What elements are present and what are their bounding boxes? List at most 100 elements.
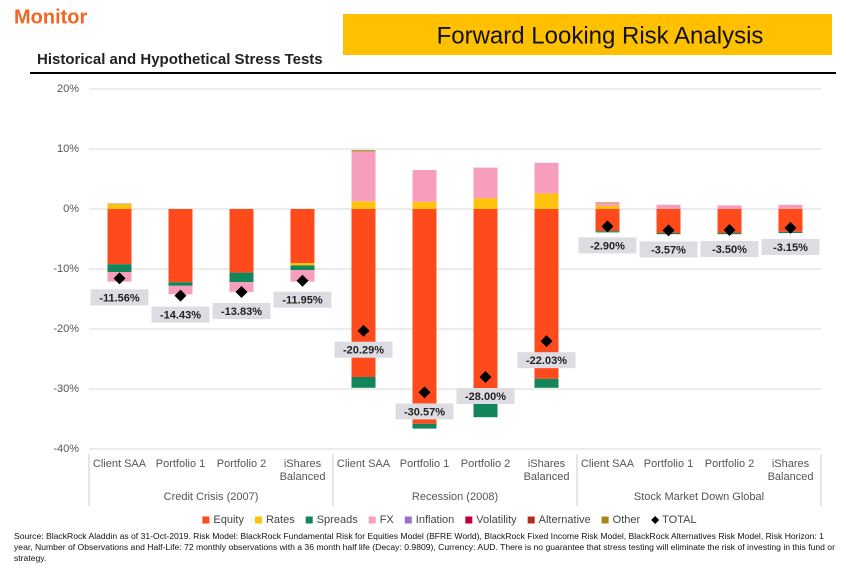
total-marker xyxy=(296,274,309,287)
data-label-bg xyxy=(334,341,393,358)
y-tick-label: 20% xyxy=(57,83,79,95)
bar-segment xyxy=(473,167,498,199)
bar-segment xyxy=(229,209,254,273)
bar-segment xyxy=(229,272,254,283)
x-tick-label: Client SAA xyxy=(336,458,391,470)
bar-segment xyxy=(534,193,559,209)
bar-segment xyxy=(290,209,315,263)
y-tick-label: 10% xyxy=(57,143,79,155)
legend-label: Alternative xyxy=(539,514,591,526)
total-marker xyxy=(540,335,553,348)
total-marker xyxy=(113,272,126,285)
data-label: -11.56% xyxy=(99,292,140,304)
bar-segment xyxy=(107,204,132,209)
legend-marker xyxy=(368,516,376,524)
data-label-bg xyxy=(700,241,759,257)
chart: Monitor Forward Looking Risk Analysis Hi… xyxy=(14,6,836,526)
bar-segment xyxy=(290,263,315,266)
data-label-bg xyxy=(212,302,271,319)
x-tick-label: Client SAA xyxy=(92,458,147,470)
bar-segment xyxy=(290,265,315,271)
x-tick-label: iShares Balanced xyxy=(523,458,570,483)
total-marker xyxy=(418,386,431,399)
legend-label: Other xyxy=(613,514,641,526)
bar-segment xyxy=(168,209,193,283)
bar-segment xyxy=(351,150,376,152)
legend-marker xyxy=(305,516,313,524)
bar-segment xyxy=(595,203,620,206)
legend-label: Inflation xyxy=(416,514,455,526)
data-label-bg xyxy=(151,306,210,323)
data-label: -14.43% xyxy=(160,309,201,321)
x-tick-label: Portfolio 1 xyxy=(643,458,694,470)
x-tick-label: Portfolio 2 xyxy=(460,458,511,470)
data-label: -30.57% xyxy=(404,406,445,418)
total-marker xyxy=(601,220,614,233)
legend-marker xyxy=(465,516,473,524)
bar-segment xyxy=(412,423,437,429)
bar-segment xyxy=(412,201,437,209)
legend-label: Equity xyxy=(213,514,244,526)
legend-label: Spreads xyxy=(317,514,358,526)
bar-segment xyxy=(656,204,681,209)
bar-segment xyxy=(351,201,376,209)
bar-segment xyxy=(534,378,559,388)
bar-segment xyxy=(473,198,498,209)
y-tick-label: -10% xyxy=(53,263,79,275)
bar-segment xyxy=(717,205,742,209)
group-label: Stock Market Down Global xyxy=(634,491,764,503)
footer: Source: BlackRock Aladdin as of 31-Oct-2… xyxy=(14,531,835,563)
data-label: -11.95% xyxy=(282,295,323,307)
bar-segment xyxy=(534,162,559,194)
total-marker xyxy=(723,224,736,236)
chart-title: Historical and Hypothetical Stress Tests xyxy=(37,51,323,68)
data-label-bg xyxy=(456,388,515,404)
bar-segment xyxy=(595,206,620,209)
data-label-bg xyxy=(761,238,820,255)
data-label: -3.15% xyxy=(773,242,808,254)
data-label-bg xyxy=(517,352,576,369)
y-tick-label: -30% xyxy=(53,383,79,395)
legend-label: Volatility xyxy=(476,514,517,526)
total-marker xyxy=(784,221,797,234)
bar-segment xyxy=(107,203,132,205)
bar-segment xyxy=(534,209,559,379)
bar-segment xyxy=(473,402,498,418)
x-tick-label: Portfolio 2 xyxy=(704,458,755,470)
legend-marker xyxy=(527,516,535,524)
bar-segment xyxy=(473,209,498,403)
total-marker xyxy=(357,324,370,337)
legend-marker xyxy=(254,516,262,524)
brand: Monitor xyxy=(14,6,88,28)
bar-segment xyxy=(595,209,620,232)
data-label-bg xyxy=(639,241,698,258)
banner: Forward Looking Risk Analysis xyxy=(437,22,764,49)
x-tick-label: iShares Balanced xyxy=(279,458,326,483)
x-tick-label: Portfolio 1 xyxy=(155,458,206,470)
legend-label: FX xyxy=(380,514,395,526)
data-label-bg xyxy=(578,237,637,254)
legend-marker xyxy=(601,516,609,524)
data-label: -2.90% xyxy=(590,240,625,252)
bar-segment xyxy=(107,209,132,265)
total-marker xyxy=(235,285,248,298)
bar-segment xyxy=(351,377,376,388)
group-label: Credit Crisis (2007) xyxy=(164,491,259,503)
group-label: Recession (2008) xyxy=(412,491,498,503)
data-label-bg xyxy=(90,289,149,306)
data-label: -20.29% xyxy=(343,345,384,357)
x-tick-label: Portfolio 2 xyxy=(216,458,267,470)
bar-segment xyxy=(107,264,132,272)
legend-marker xyxy=(651,516,660,524)
bar-segment xyxy=(412,170,437,202)
legend-label: TOTAL xyxy=(662,514,696,526)
bar-segment xyxy=(595,202,620,203)
legend-marker xyxy=(404,516,412,524)
data-label-bg xyxy=(395,403,454,420)
y-tick-label: -20% xyxy=(53,323,79,335)
legend-label: Rates xyxy=(266,514,295,526)
data-label: -3.57% xyxy=(651,244,686,256)
legend-marker xyxy=(202,516,210,524)
banner-box xyxy=(343,14,832,55)
